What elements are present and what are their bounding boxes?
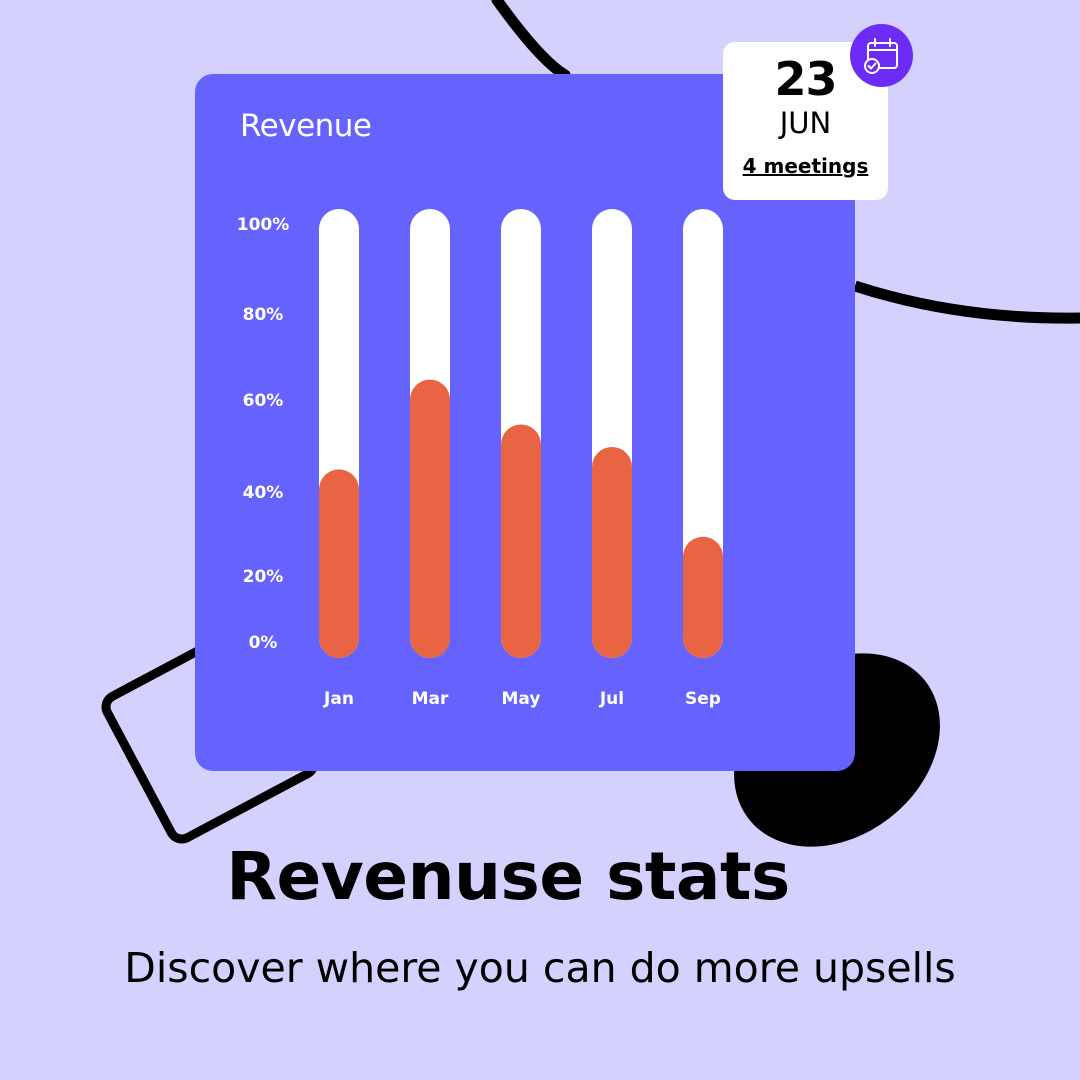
calendar-check-icon bbox=[864, 38, 898, 74]
revenue-card: Revenue 100% 80% 60% 40% 20% 0% Jan Mar May Jul Se… bbox=[195, 74, 855, 771]
y-tick-label: 100% bbox=[237, 215, 290, 235]
bar-sep[interactable] bbox=[683, 536, 723, 658]
decorative-arc bbox=[853, 280, 1080, 324]
revenue-bar-chart: 100% 80% 60% 40% 20% 0% Jan Mar May Jul Sep bbox=[237, 209, 723, 709]
y-tick-label: 20% bbox=[243, 567, 284, 587]
y-tick-label: 40% bbox=[243, 483, 284, 503]
y-tick-label: 0% bbox=[249, 633, 278, 653]
calendar-badge[interactable] bbox=[850, 24, 913, 87]
bar-jul[interactable] bbox=[592, 446, 632, 658]
x-tick-label: May bbox=[502, 689, 541, 709]
x-tick-label: Jan bbox=[323, 689, 354, 709]
x-tick-label: Sep bbox=[685, 689, 721, 709]
meetings-link[interactable]: 4 meetings bbox=[742, 154, 869, 178]
bar-mar[interactable] bbox=[410, 379, 450, 658]
chart-title: Revenue bbox=[240, 108, 372, 144]
bar-jan[interactable] bbox=[319, 469, 359, 658]
headline: Revenuse stats bbox=[226, 838, 790, 915]
x-tick-label: Jul bbox=[599, 689, 624, 709]
bar-may[interactable] bbox=[501, 424, 541, 658]
date-day: 23 bbox=[774, 52, 837, 106]
date-month: JUN bbox=[779, 106, 832, 140]
x-tick-label: Mar bbox=[412, 689, 449, 709]
subline: Discover where you can do more upsells bbox=[124, 944, 956, 992]
decorative-curve bbox=[491, 0, 571, 81]
y-tick-label: 60% bbox=[243, 391, 284, 411]
y-tick-label: 80% bbox=[243, 305, 284, 325]
